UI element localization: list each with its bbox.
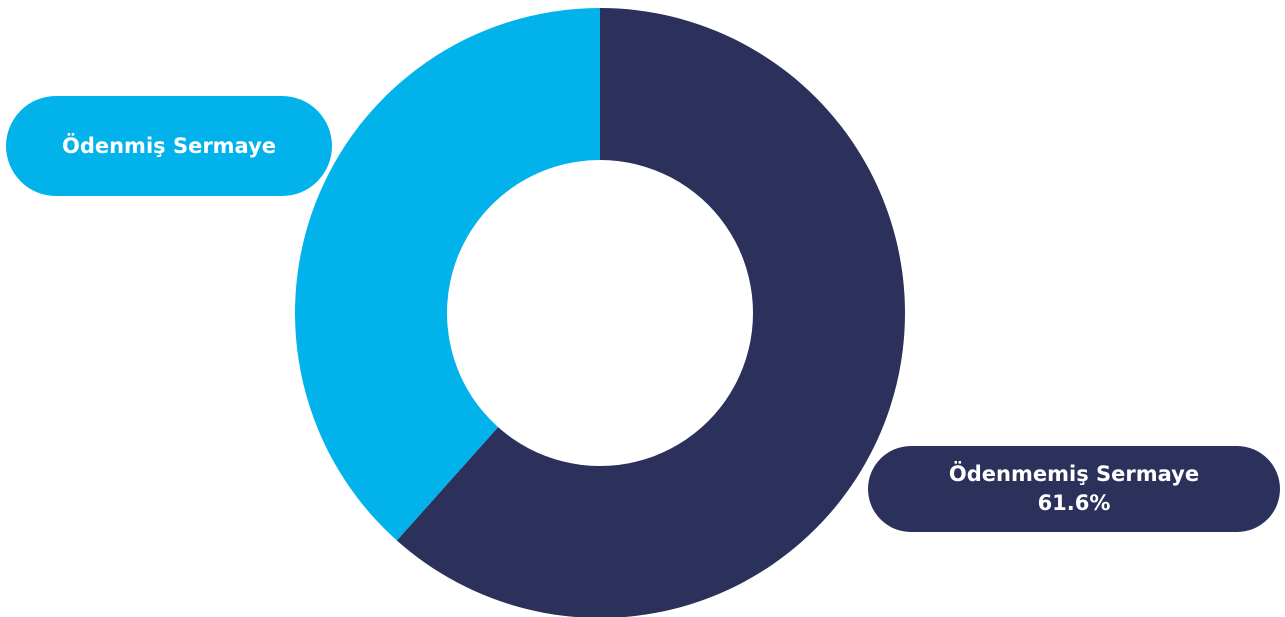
donut-slice-1: [295, 8, 600, 541]
slice-label-paid-capital: Ödenmiş Sermaye: [6, 96, 332, 196]
slice-label-unpaid-capital-value: 61.6%: [1037, 491, 1111, 515]
slice-label-unpaid-capital-text: Ödenmemiş Sermaye: [948, 461, 1200, 486]
slice-label-paid-capital-text: Ödenmiş Sermaye: [61, 134, 277, 158]
slice-label-unpaid-capital: Ödenmemiş Sermaye 61.6%: [868, 446, 1280, 532]
donut-slice-0: [396, 8, 905, 617]
